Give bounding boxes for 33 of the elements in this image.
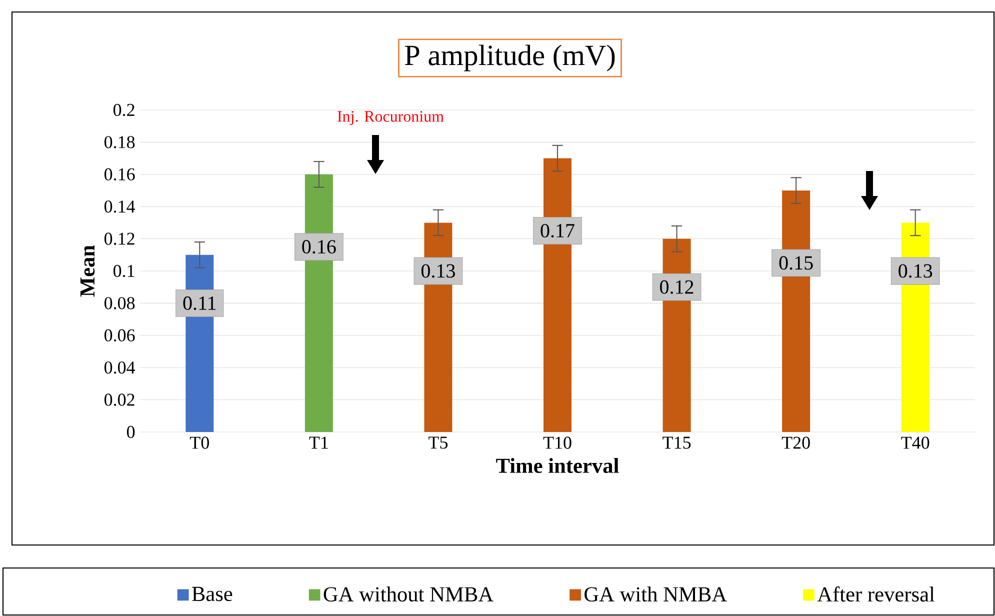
legend-label: Base xyxy=(192,586,232,602)
data-label: 0.15 xyxy=(779,256,813,270)
y-axis-title: Mean xyxy=(80,245,95,297)
y-tick-label: 0.06 xyxy=(104,329,135,342)
data-label: 0.11 xyxy=(183,296,216,310)
y-tick-label: 0.16 xyxy=(104,168,135,180)
x-tick-label: T10 xyxy=(543,436,572,449)
x-tick-label: T40 xyxy=(901,436,930,449)
x-tick-label: T5 xyxy=(428,436,448,449)
y-tick-label: 0.1 xyxy=(113,264,134,278)
data-label: 0.17 xyxy=(540,224,574,238)
chart-title: P amplitude (mV) xyxy=(404,44,615,72)
annotation: Inj. Rocuronium xyxy=(338,111,444,126)
data-label: 0.13 xyxy=(898,264,932,278)
y-tick-label: 0.2 xyxy=(113,104,134,116)
data-label: 0.12 xyxy=(660,280,694,294)
legend-label: GA with NMBA xyxy=(584,586,727,602)
y-tick-label: 0.12 xyxy=(104,232,134,245)
legend-label: GA without NMBA xyxy=(324,586,494,602)
y-tick-label: 0.14 xyxy=(104,200,136,213)
x-tick-label: T20 xyxy=(782,436,810,449)
y-tick-label: 0.08 xyxy=(104,297,135,310)
y-tick-label: 0.18 xyxy=(104,136,135,148)
data-label: 0.13 xyxy=(421,264,455,278)
x-tick-label: T1 xyxy=(309,436,328,449)
x-tick-label: T0 xyxy=(190,436,209,449)
x-tick-label: T15 xyxy=(662,436,691,449)
data-label: 0.16 xyxy=(302,240,336,254)
legend-label: After reversal xyxy=(817,586,935,602)
y-tick-label: 0.02 xyxy=(104,394,134,406)
x-axis-title: Time interval xyxy=(496,458,619,474)
y-tick-label: 0 xyxy=(126,426,135,438)
y-tick-label: 0.04 xyxy=(104,361,136,374)
